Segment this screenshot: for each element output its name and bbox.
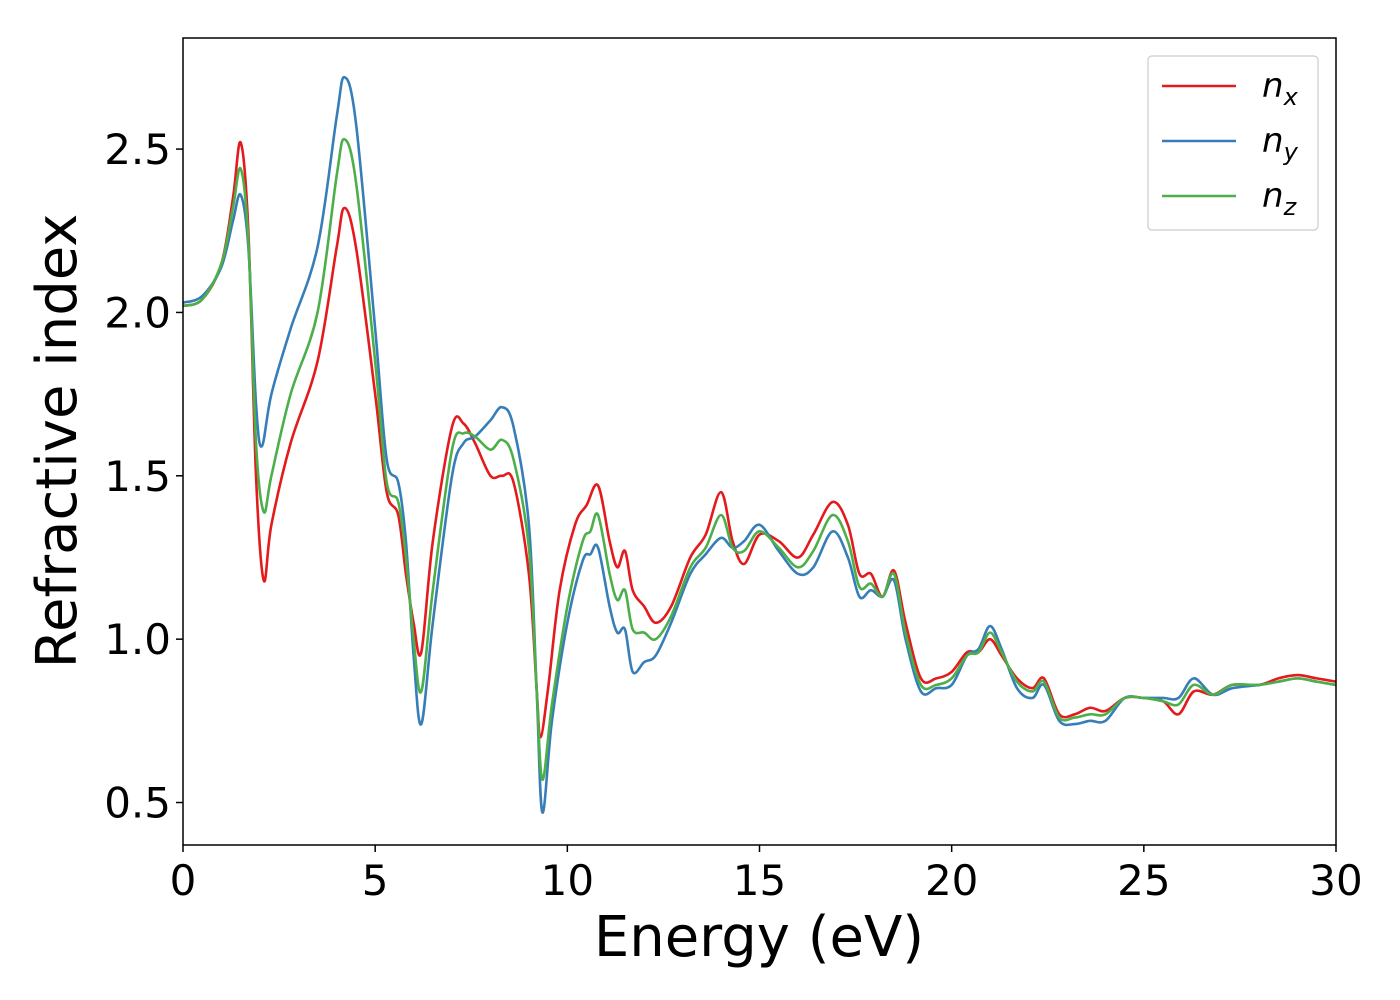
- y-axis-title: Refractive index: [25, 214, 90, 669]
- series-line-nx: [183, 141, 1336, 739]
- x-tick-label: 10: [541, 856, 594, 905]
- x-tick-label: 15: [733, 856, 786, 905]
- x-tick-label: 5: [362, 856, 389, 905]
- x-axis-title: Energy (eV): [594, 905, 924, 970]
- y-tick-label: 1.5: [104, 452, 171, 501]
- y-tick-label: 2.0: [104, 288, 171, 337]
- x-tick-label: 25: [1117, 856, 1170, 905]
- legend-label-nx: nx: [1262, 66, 1299, 111]
- series-layer: [183, 75, 1336, 814]
- legend-label-ny: ny: [1262, 121, 1299, 166]
- x-tick-label: 20: [925, 856, 978, 905]
- legend: nx ny nz: [1147, 55, 1319, 231]
- legend-label-nz: nz: [1262, 176, 1298, 221]
- y-tick-label: 2.5: [104, 125, 171, 174]
- y-axis-ticks: 0.5 1.0 1.5 2.0 2.5: [104, 125, 183, 828]
- series-line-ny: [183, 75, 1336, 814]
- x-axis-ticks: 0 5 10 15 20 25 30: [170, 845, 1363, 905]
- y-tick-label: 0.5: [104, 779, 171, 828]
- series-line-nz: [183, 137, 1336, 781]
- legend-box: [1147, 55, 1319, 231]
- y-tick-label: 1.0: [104, 615, 171, 664]
- x-tick-label: 30: [1309, 856, 1362, 905]
- x-tick-label: 0: [170, 856, 197, 905]
